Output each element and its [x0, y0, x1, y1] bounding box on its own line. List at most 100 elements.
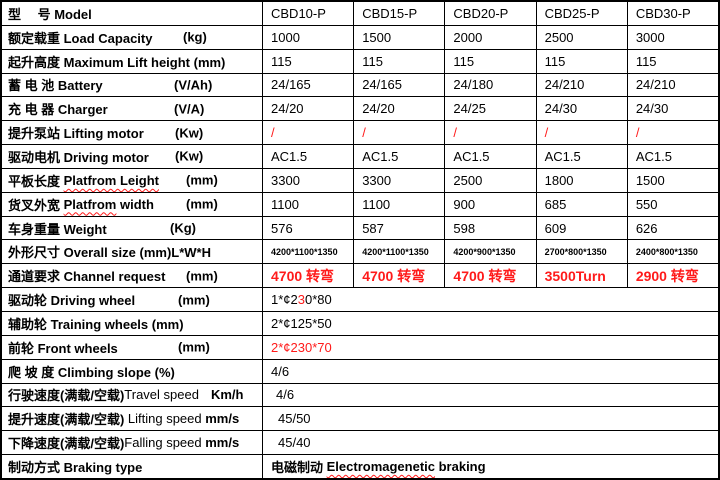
cell-lift-height-CBD20-P: 115	[445, 49, 537, 73]
label-text: 货叉外宽	[8, 197, 64, 213]
cell-text: 2*¢230*70	[271, 339, 332, 355]
cell-load-capacity-CBD20-P: 2000	[445, 25, 537, 49]
cell-platform-length-CBD20-P: 2500	[445, 168, 537, 192]
label-text: 制动方式 Braking type	[8, 459, 143, 475]
label-text: 下降速度(满载/空载)	[8, 436, 125, 452]
cell-platform-width-CBD15-P: 1100	[354, 192, 446, 216]
label-unit: (kg)	[183, 29, 207, 45]
row-label-overall-size: 外形尺寸 Overall size (mm)L*W*H	[2, 240, 263, 264]
label-unit: (Kw)	[175, 148, 204, 164]
row-braking-type: 制动方式 Braking type 电磁制动 Electromagenetic b…	[2, 455, 718, 478]
cell-load-capacity-CBD25-P: 2500	[537, 25, 628, 49]
cell-platform-length-CBD15-P: 3300	[354, 168, 446, 192]
cell-driving-motor-CBD20-P: AC1.5	[445, 145, 537, 168]
cell-charger-CBD25-P: 24/30	[537, 97, 628, 121]
cell-lift-height-CBD25-P: 115	[537, 49, 628, 73]
cell-text: 4/6	[276, 387, 295, 403]
cell-load-capacity-CBD10-P: 1000	[263, 25, 355, 49]
cell-overall-size-CBD25-P: 2700*800*1350	[537, 240, 628, 264]
cell-text: 0*80	[304, 292, 332, 308]
cell-battery-CBD10-P: 24/165	[263, 73, 355, 97]
cell-lift-height-CBD10-P: 115	[263, 49, 355, 73]
label-text: 前轮 Front wheels	[8, 340, 118, 356]
cell-lift-height-CBD15-P: 115	[354, 49, 446, 73]
label-unit: (mm)	[186, 268, 218, 284]
cell-charger-CBD20-P: 24/25	[445, 97, 537, 121]
label-text: Lifting speed	[127, 411, 206, 427]
cell-platform-width-CBD30-P: 550	[635, 196, 658, 212]
cell-battery-CBD25-P: 24/210	[537, 73, 628, 97]
cell-lift-height-CBD30-P: 115	[635, 53, 657, 69]
label-text: 通道要求 Channel request	[8, 269, 166, 285]
row-label-lifting-motor: 提升泵站 Lifting motor (Kw)	[2, 121, 263, 145]
cell-overall-size-CBD30-P: 2400*800*1350	[635, 246, 698, 257]
label-unit: (mm)	[178, 292, 210, 308]
cell-text: 45/40	[278, 435, 311, 451]
row-label-platform-width: 货叉外宽 Platfrom width (mm)	[2, 192, 263, 216]
row-label-weight: 车身重量 Weight (Kg)	[2, 216, 263, 240]
cell-platform-width-CBD10-P: 1100	[263, 192, 355, 216]
cell-load-capacity-CBD30-P: 3000	[635, 29, 665, 45]
cell-text: 3	[297, 292, 305, 308]
cell-weight-CBD10-P: 576	[263, 216, 355, 240]
cell-overall-size-CBD10-P: 4200*1100*1350	[263, 240, 355, 264]
cell-driving-motor-CBD10-P: AC1.5	[263, 145, 355, 168]
cell-charger-CBD15-P: 24/20	[354, 97, 446, 121]
label-text: 提升速度(满载/空载)	[8, 412, 128, 428]
cell-platform-length-CBD25-P: 1800	[537, 168, 628, 192]
row-label-climbing-slope: 爬 坡 度 Climbing slope (%)	[2, 359, 263, 383]
cell-platform-length-CBD10-P: 3300	[263, 168, 355, 192]
row-label-battery: 蓄 电 池 Battery (V/Ah)	[2, 73, 263, 97]
row-platform-width: 货叉外宽 Platfrom width (mm) 1100 1100 900 685 550	[2, 192, 718, 217]
cell-driving-motor-CBD25-P: AC1.5	[537, 145, 628, 168]
label-text: 驱动轮 Driving wheel	[8, 293, 136, 309]
cell-channel-request-CBD20-P: 4700 转弯	[445, 264, 537, 288]
row-training-wheels: 辅助轮 Training wheels (mm) 2*¢125*50	[2, 311, 718, 336]
cell-charger-CBD10-P: 24/20	[263, 97, 355, 121]
cell-overall-size-CBD15-P: 4200*1100*1350	[354, 240, 446, 264]
cell-lifting-speed-all-models: 45/50	[263, 407, 718, 430]
row-driving-motor: 驱动电机 Driving motor (Kw) AC1.5 AC1.5 AC1.5 AC1…	[2, 145, 718, 169]
cell-model-CBD25-P: CBD25-P	[537, 2, 628, 25]
cell-weight-CBD30-P: 626	[635, 220, 658, 236]
cell-platform-width-CBD25-P: 685	[537, 192, 628, 216]
label-text: 驱动电机 Driving motor	[8, 149, 149, 165]
label-text: width	[116, 196, 154, 212]
cell-driving-wheel-all-models: 1*¢2 3 0*80	[263, 288, 718, 311]
label-text: 爬 坡 度 Climbing slope (%)	[8, 364, 175, 380]
cell-battery-CBD30-P: 24/210	[635, 77, 676, 93]
label-text: 充 电 器 Charger	[8, 102, 108, 118]
label-unit: (Kw)	[175, 125, 204, 141]
row-overall-size: 外形尺寸 Overall size (mm)L*W*H 4200*1100*135…	[2, 240, 718, 265]
label-unit: (mm)	[178, 339, 210, 355]
cell-text: 2*¢125*50	[271, 315, 332, 331]
cell-lifting-motor-CBD25-P: /	[537, 121, 628, 145]
label-text: Platfrom	[63, 196, 117, 212]
row-label-driving-motor: 驱动电机 Driving motor (Kw)	[2, 145, 263, 168]
row-label-channel-request: 通道要求 Channel request (mm)	[2, 264, 263, 288]
cell-lifting-motor-CBD10-P: /	[263, 121, 355, 145]
row-label-driving-wheel: 驱动轮 Driving wheel (mm)	[2, 288, 263, 311]
label-text: 型 号 Model	[8, 6, 92, 22]
cell-weight-CBD15-P: 587	[354, 216, 446, 240]
cell-channel-request-CBD10-P: 4700 转弯	[263, 264, 355, 288]
cell-falling-speed-all-models: 45/40	[263, 431, 718, 454]
row-label-travel-speed: 行驶速度(满载/空载) Travel speed Km/h	[2, 383, 263, 407]
cell-climbing-slope-all-models: 4/6	[263, 360, 718, 383]
row-battery: 蓄 电 池 Battery (V/Ah) 24/165 24/165 24/180 24/…	[2, 73, 718, 98]
row-label-falling-speed: 下降速度(满载/空载) Falling speed mm/s	[2, 431, 263, 455]
cell-model-CBD30-P: CBD30-P	[635, 5, 691, 21]
cell-battery-CBD15-P: 24/165	[354, 73, 446, 97]
label-text: 平板长度	[8, 173, 64, 189]
row-label-lifting-speed: 提升速度(满载/空载) Lifting speed mm/s	[2, 407, 263, 431]
cell-channel-request-CBD30-P: 2900 转弯	[635, 267, 699, 284]
row-model: 型 号 Model CBD10-P CBD15-P CBD20-P CBD25-P CBD…	[2, 2, 718, 26]
cell-channel-request-CBD15-P: 4700 转弯	[354, 264, 446, 288]
cell-braking-type-all-models: 电磁制动 Electromagenetic braking	[263, 455, 718, 478]
row-lifting-speed: 提升速度(满载/空载) Lifting speed mm/s 45/50	[2, 407, 718, 432]
cell-travel-speed-all-models: 4/6	[263, 384, 718, 407]
cell-text: 电磁制动	[271, 459, 327, 475]
cell-charger-CBD30-P: 24/30	[635, 101, 669, 117]
cell-text: 1*¢2	[271, 292, 298, 308]
cell-overall-size-CBD20-P: 4200*900*1350	[445, 240, 537, 264]
